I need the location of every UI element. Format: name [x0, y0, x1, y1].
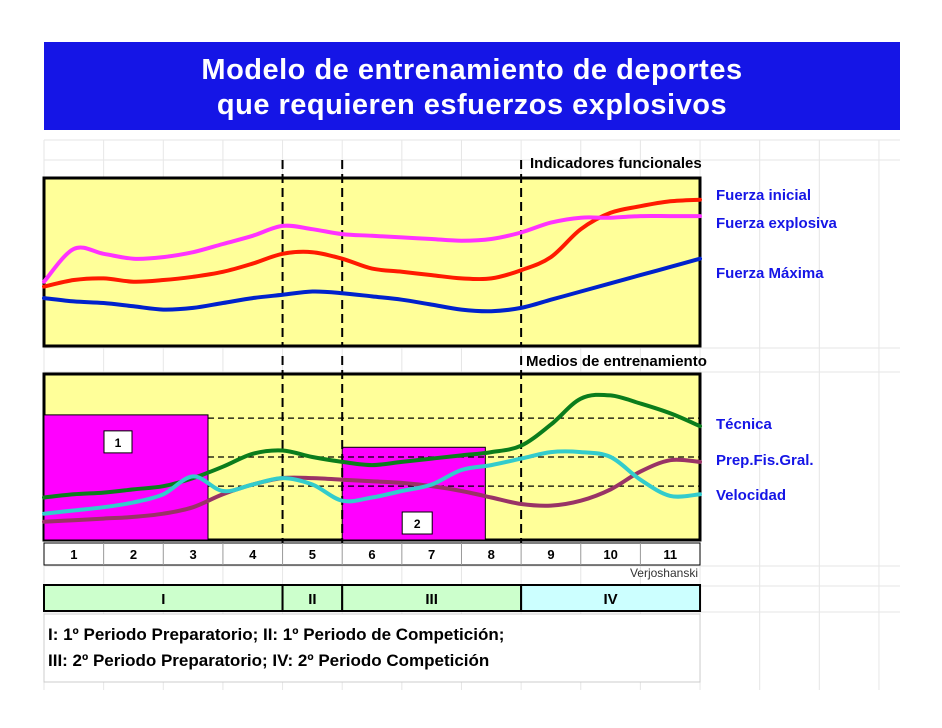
- periods-row: I II III IV: [43, 584, 702, 612]
- period-label-iii: III: [425, 591, 438, 608]
- period-cell-ii: [281, 584, 344, 612]
- load-box-label-bg: [103, 430, 133, 454]
- x-tick-label-8: 8: [488, 547, 495, 562]
- load-box-label-bg: [401, 511, 433, 535]
- period-legend-box: [43, 613, 701, 683]
- chart-title-line-1: Modelo de entrenamiento de deportes: [201, 54, 743, 86]
- series-line-fuerza-maxima: [42, 256, 702, 314]
- series-line-fuerza-inicial: [42, 197, 702, 289]
- chart-title-line-2: que requieren esfuerzos explosivos: [216, 89, 728, 121]
- top-series-lines: [42, 197, 702, 314]
- x-tick-label-2: 2: [130, 547, 137, 562]
- period-cell-iv: [520, 584, 702, 612]
- x-tick-label-5: 5: [309, 547, 316, 562]
- legend-velocidad: Velocidad: [716, 487, 786, 504]
- legend-tecnica: Técnica: [716, 416, 773, 433]
- title-banner: Modelo de entrenamiento de deportes que …: [44, 42, 900, 130]
- x-tick-label-9: 9: [547, 547, 554, 562]
- series-line-fuerza-explosiva: [42, 213, 702, 284]
- x-tick-label-11: 11: [663, 547, 677, 562]
- x-tick-label-1: 1: [70, 547, 77, 562]
- legend-fuerza-inicial: Fuerza inicial: [716, 187, 811, 204]
- x-tick-label-6: 6: [368, 547, 375, 562]
- bottom-phase-dividers: [281, 356, 523, 550]
- functional-indicators-panel: [42, 176, 702, 348]
- load-box-label: 2: [414, 517, 421, 531]
- training-means-title: Medios de entrenamiento: [526, 353, 707, 370]
- legend-prep-fis-gral: Prep.Fis.Gral.: [716, 452, 814, 469]
- period-label-ii: II: [308, 591, 316, 608]
- period-legend-line-2: III: 2º Periodo Preparatorio; IV: 2º Per…: [48, 651, 489, 670]
- period-cell-i: [43, 584, 284, 612]
- legend-fuerza-maxima: Fuerza Máxima: [716, 265, 824, 282]
- x-axis-tick-row: 1 2 3 4 5 6 7 8 9 10 11: [43, 542, 701, 566]
- series-line-velocidad: [42, 449, 702, 516]
- legend-fuerza-explosiva: Fuerza explosiva: [716, 215, 838, 232]
- tick-row-bg: [43, 542, 701, 566]
- x-tick-label-10: 10: [603, 547, 617, 562]
- functional-indicators-title: Indicadores funcionales: [530, 155, 702, 172]
- x-tick-label-4: 4: [249, 547, 257, 562]
- source-label: Verjoshanski: [630, 566, 698, 580]
- period-label-iv: IV: [603, 591, 617, 608]
- period-label-i: I: [161, 591, 165, 608]
- load-box-label: 1: [115, 436, 122, 450]
- series-line-tecnica: [42, 392, 702, 500]
- x-tick-label-3: 3: [189, 547, 196, 562]
- series-line-prep-fis-gral: [42, 457, 702, 524]
- period-legend-line-1: I: 1º Periodo Preparatorio; II: 1º Perio…: [48, 625, 504, 644]
- bottom-series-lines: [42, 392, 702, 524]
- x-tick-label-7: 7: [428, 547, 435, 562]
